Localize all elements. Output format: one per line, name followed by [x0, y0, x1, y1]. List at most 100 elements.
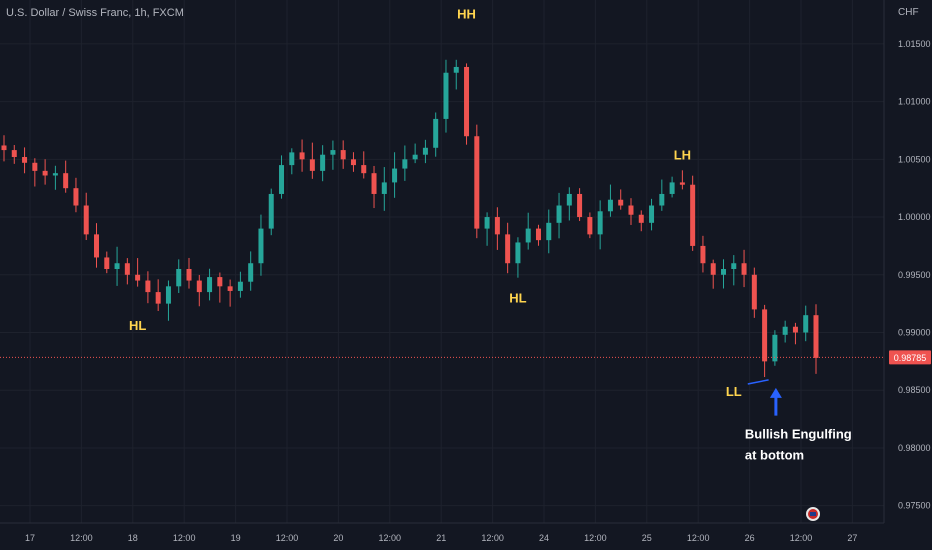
x-tick-label: 20 — [333, 533, 343, 543]
candle-body[interactable] — [248, 263, 254, 282]
candle-body[interactable] — [690, 184, 696, 246]
candle-body[interactable] — [207, 277, 213, 293]
candle-body[interactable] — [217, 277, 223, 287]
chart-annotation: HL — [129, 318, 146, 333]
candle-body[interactable] — [227, 286, 233, 291]
candle-body[interactable] — [186, 269, 192, 281]
candle-body[interactable] — [494, 217, 500, 235]
candle-body[interactable] — [679, 182, 685, 185]
candle-body[interactable] — [330, 150, 336, 155]
candle-body[interactable] — [535, 228, 541, 241]
chart-annotation: at bottom — [745, 448, 804, 463]
last-price-label: 0.98785 — [894, 353, 927, 363]
candle-body[interactable] — [279, 165, 285, 194]
candle-body[interactable] — [484, 217, 490, 229]
candle-body[interactable] — [22, 157, 28, 163]
y-tick-label: 1.00500 — [898, 154, 931, 164]
candle-body[interactable] — [453, 66, 459, 73]
y-tick-label: 0.99500 — [898, 270, 931, 280]
candle-body[interactable] — [165, 286, 171, 304]
candle-body[interactable] — [700, 245, 706, 264]
y-tick-label: 0.99000 — [898, 328, 931, 338]
candle-body[interactable] — [268, 193, 274, 229]
ll-pointer-line — [747, 379, 769, 385]
candle-body[interactable] — [505, 234, 511, 264]
candle-body[interactable] — [813, 315, 819, 358]
candle-body[interactable] — [566, 193, 572, 206]
candle-body[interactable] — [392, 168, 398, 183]
x-tick-label: 24 — [539, 533, 549, 543]
candle-body[interactable] — [792, 326, 798, 333]
candle-body[interactable] — [618, 199, 624, 206]
candle-body[interactable] — [597, 211, 603, 235]
candle-body[interactable] — [525, 228, 531, 243]
candle-body[interactable] — [443, 72, 449, 119]
candle-body[interactable] — [42, 170, 48, 176]
candle-body[interactable] — [741, 263, 747, 275]
candle-body[interactable] — [237, 281, 243, 291]
candle-body[interactable] — [155, 292, 161, 304]
candle-body[interactable] — [464, 66, 470, 137]
candle-body[interactable] — [772, 334, 778, 362]
candle-body[interactable] — [340, 150, 346, 160]
candle-body[interactable] — [145, 280, 151, 293]
candle-body[interactable] — [289, 152, 295, 166]
currency-label: CHF — [898, 7, 919, 18]
candle-body[interactable] — [94, 234, 100, 258]
candle-body[interactable] — [63, 173, 69, 189]
us-flag-icon[interactable] — [806, 507, 820, 521]
candle-body[interactable] — [371, 173, 377, 194]
candle-body[interactable] — [32, 162, 38, 171]
candle-body[interactable] — [104, 257, 110, 270]
candle-body[interactable] — [309, 159, 315, 171]
candle-body[interactable] — [556, 205, 562, 223]
chart-annotation: HL — [509, 290, 526, 305]
candle-body[interactable] — [402, 159, 408, 169]
candle-body[interactable] — [176, 269, 182, 287]
candle-body[interactable] — [11, 150, 17, 158]
x-tick-label: 12:00 — [687, 533, 710, 543]
candle-body[interactable] — [659, 193, 665, 206]
x-tick-label: 12:00 — [379, 533, 402, 543]
y-tick-label: 1.01000 — [898, 97, 931, 107]
candle-body[interactable] — [474, 136, 480, 229]
candle-body[interactable] — [320, 154, 326, 171]
candle-body[interactable] — [124, 263, 130, 275]
candle-body[interactable] — [52, 173, 58, 176]
candle-body[interactable] — [638, 214, 644, 223]
x-tick-label: 25 — [642, 533, 652, 543]
chart-title: U.S. Dollar / Swiss Franc, 1h, FXCM — [6, 7, 184, 19]
candle-body[interactable] — [350, 159, 356, 166]
candle-body[interactable] — [515, 242, 521, 264]
candle-body[interactable] — [412, 154, 418, 160]
candle-body[interactable] — [649, 205, 655, 223]
candle-body[interactable] — [762, 309, 768, 362]
candle-body[interactable] — [258, 228, 264, 264]
candle-body[interactable] — [361, 165, 367, 174]
candle-body[interactable] — [720, 269, 726, 275]
candle-body[interactable] — [607, 199, 613, 212]
candle-body[interactable] — [577, 193, 583, 218]
candle-body[interactable] — [422, 147, 428, 155]
candle-body[interactable] — [73, 188, 79, 206]
candle-body[interactable] — [433, 118, 439, 148]
candle-body[interactable] — [751, 274, 757, 310]
candle-body[interactable] — [83, 205, 89, 235]
candle-body[interactable] — [803, 315, 809, 333]
candle-body[interactable] — [196, 280, 202, 293]
candle-body[interactable] — [710, 263, 716, 275]
candle-body[interactable] — [782, 326, 788, 335]
candle-body[interactable] — [299, 152, 305, 160]
x-tick-label: 17 — [25, 533, 35, 543]
candle-body[interactable] — [669, 182, 675, 194]
candle-body[interactable] — [114, 263, 120, 270]
candle-body[interactable] — [135, 274, 141, 281]
candle-body[interactable] — [587, 217, 593, 235]
candle-body[interactable] — [628, 205, 634, 215]
candle-body[interactable] — [1, 145, 7, 151]
candle-body[interactable] — [546, 222, 552, 241]
up-arrow-icon — [769, 387, 782, 398]
candle-body[interactable] — [731, 263, 737, 270]
candle-body[interactable] — [381, 182, 387, 194]
